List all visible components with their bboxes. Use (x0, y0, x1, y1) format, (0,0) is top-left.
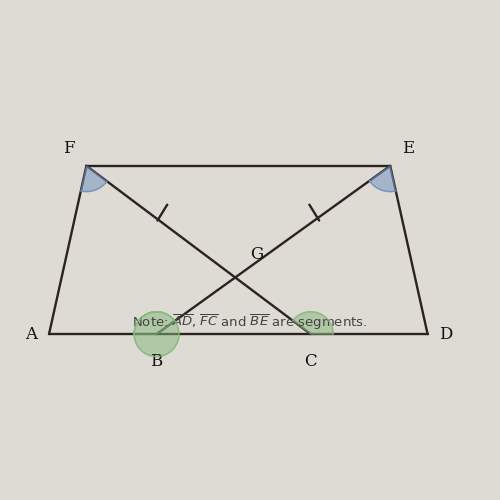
Polygon shape (81, 166, 107, 192)
Polygon shape (293, 312, 333, 334)
Text: A: A (26, 326, 38, 342)
Text: C: C (304, 353, 317, 370)
Text: D: D (440, 326, 452, 342)
Text: F: F (63, 140, 74, 156)
Polygon shape (370, 166, 396, 192)
Text: G: G (250, 246, 263, 263)
Text: E: E (402, 140, 414, 156)
Polygon shape (134, 312, 179, 356)
Text: Note: $\overline{AD}$, $\overline{FC}$ and $\overline{BE}$ are segments.: Note: $\overline{AD}$, $\overline{FC}$ a… (132, 312, 368, 332)
Text: B: B (150, 353, 162, 370)
